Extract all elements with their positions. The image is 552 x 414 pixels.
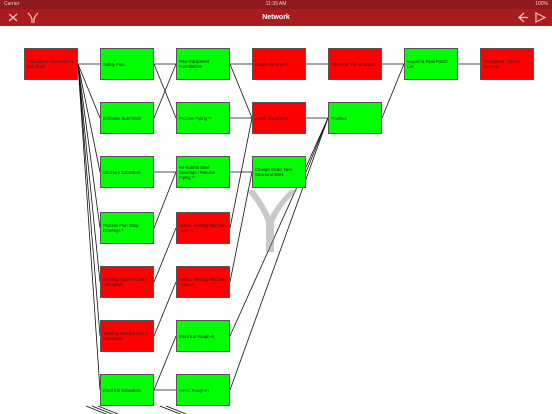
task-label: Welding Machine Line 2 Submittals <box>103 331 148 341</box>
task-node[interactable]: Pour Equipment Foundations <box>176 48 230 80</box>
task-label: Occupation / Owner Turnover <box>483 59 521 69</box>
dependency-line <box>229 117 329 337</box>
dependency-line <box>153 171 177 229</box>
back-arrow-icon[interactable] <box>516 11 530 24</box>
dependency-line <box>77 63 101 391</box>
task-node[interactable]: Structure Submittals <box>100 156 154 188</box>
task-label: Welding Machine Line 1 Submittals <box>103 277 148 287</box>
task-label: Finishes <box>331 115 347 121</box>
task-node[interactable]: Process Plan Shop Drawings * <box>100 212 154 244</box>
battery-label: 100% <box>535 1 548 7</box>
task-label: Structure Submittals <box>103 169 141 175</box>
task-label: Electrical Submittals <box>103 387 141 393</box>
page-title: Network <box>262 14 290 21</box>
task-label: Deliver Welding Machine - Line 2 <box>179 277 226 287</box>
network-diagram[interactable]: Foundation Excavation & Sub Base Safety P… <box>0 26 552 414</box>
watermark-logo <box>246 190 298 252</box>
task-node[interactable]: Inspect & Final Punch List <box>404 48 458 80</box>
task-node[interactable]: Occupation / Owner Turnover <box>480 48 534 80</box>
task-label: Schedule Submittals <box>103 115 142 121</box>
dependency-line <box>165 405 188 414</box>
task-label: Foundation Excavation & Sub Base <box>27 59 74 69</box>
task-node[interactable]: Install Machine #2 <box>252 102 306 134</box>
dependency-line <box>229 63 253 119</box>
task-node[interactable]: Schedule Submittals <box>100 102 154 134</box>
dependency-line <box>77 63 101 173</box>
dependency-line <box>229 117 329 391</box>
carrier-label: Carrier <box>4 1 20 7</box>
forward-arrow-icon[interactable] <box>534 11 548 24</box>
dependency-line <box>85 405 108 414</box>
dependency-line <box>229 171 253 283</box>
dependency-line <box>91 405 114 414</box>
task-node[interactable]: Re-Submit Steel Drawings / Release Pipin… <box>176 156 230 188</box>
nav-bar: Network <box>0 9 552 26</box>
task-node[interactable]: Safety Plan <box>100 48 154 80</box>
dependency-line <box>153 63 177 119</box>
task-label: Install Machine #1 <box>255 61 289 67</box>
task-label: Process Plan Shop Drawings * <box>103 223 139 233</box>
task-node[interactable]: HVAC Rough-In <box>176 374 230 406</box>
task-node[interactable]: Electrical Submittals <box>100 374 154 406</box>
task-label: Process Piping ** <box>179 115 212 121</box>
task-label: Pour Equipment Foundations <box>179 59 210 69</box>
task-node[interactable]: Finishes <box>328 102 382 134</box>
dependency-lines <box>77 63 480 414</box>
task-node[interactable]: Electrical Trim & Startup <box>328 48 382 80</box>
task-node[interactable]: Process Piping ** <box>176 102 230 134</box>
dependency-line <box>97 405 120 414</box>
dependency-line <box>159 405 182 414</box>
task-node[interactable]: Welding Machine Line 2 Submittals <box>100 320 154 352</box>
task-label: Re-Submit Steel Drawings / Release Pipin… <box>179 164 216 180</box>
dependency-line <box>77 63 101 229</box>
task-label: Electrical Rough-In <box>179 333 215 339</box>
task-label: Electrical Trim & Startup <box>331 61 376 67</box>
task-label: Change Order: New Structural Work <box>255 167 293 177</box>
task-label: Deliver Welding Machine - Line 1 <box>179 223 226 233</box>
task-label: HVAC Rough-In <box>179 387 209 393</box>
dependency-line <box>77 63 101 119</box>
dependency-line <box>77 63 101 283</box>
status-bar: Carrier 11:39 AM 100% <box>0 0 552 9</box>
task-label: Safety Plan <box>103 61 125 67</box>
task-node[interactable]: Deliver Welding Machine - Line 2 <box>176 266 230 298</box>
close-icon[interactable] <box>6 11 20 24</box>
task-node[interactable]: Foundation Excavation & Sub Base <box>24 48 78 80</box>
dependency-line <box>381 63 405 119</box>
task-label: Install Machine #2 <box>255 115 289 121</box>
task-node[interactable]: Deliver Welding Machine - Line 1 <box>176 212 230 244</box>
logo-icon[interactable] <box>26 11 40 24</box>
dependency-line <box>153 335 177 391</box>
dependency-line <box>153 281 177 337</box>
task-label: Inspect & Final Punch List <box>407 59 448 69</box>
task-node[interactable]: Welding Machine Line 1 Submittals <box>100 266 154 298</box>
task-node[interactable]: Change Order: New Structural Work <box>252 156 306 188</box>
dependency-line <box>77 63 101 337</box>
dependency-line <box>229 117 253 229</box>
dependency-line <box>153 227 177 283</box>
clock-label: 11:39 AM <box>265 1 287 7</box>
task-node[interactable]: Electrical Rough-In <box>176 320 230 352</box>
task-node[interactable]: Install Machine #1 <box>252 48 306 80</box>
